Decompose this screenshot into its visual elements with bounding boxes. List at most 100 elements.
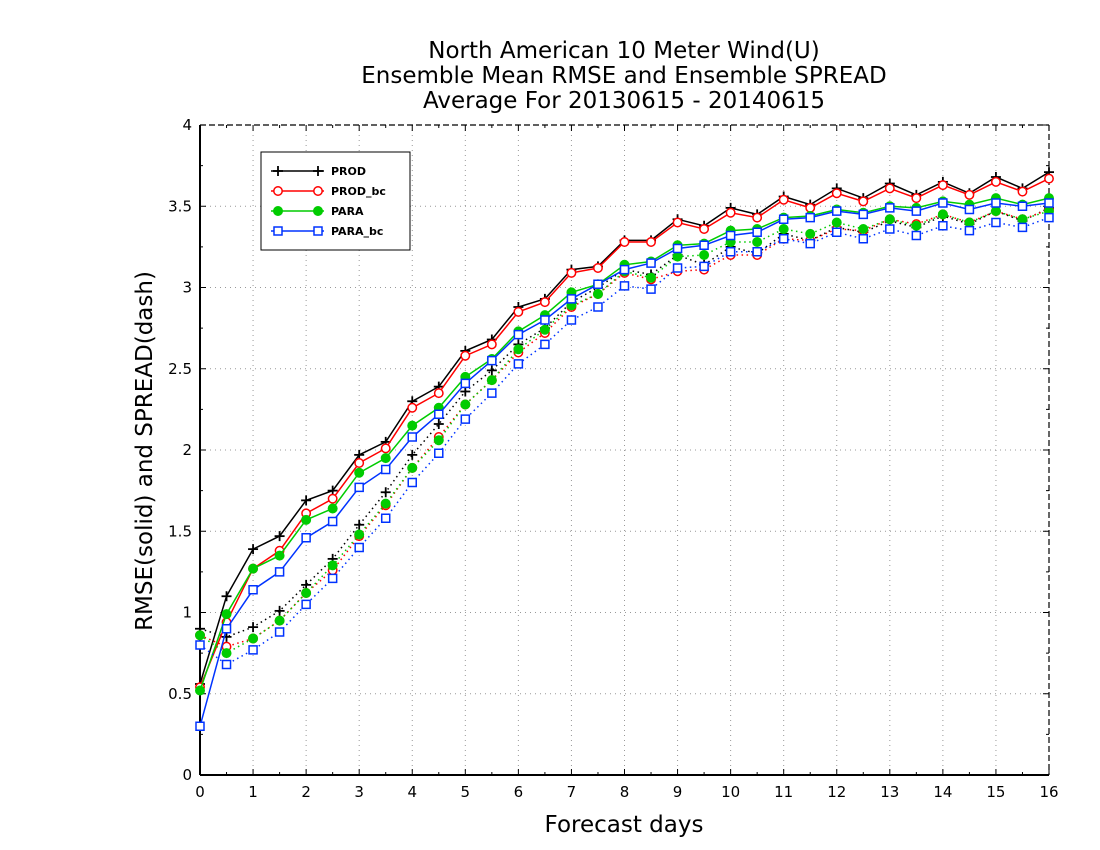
spread-point-prod [460,386,471,397]
spread-point-para-bc [672,263,683,273]
rmse-point-prod-bc [539,297,550,308]
rmse-point-para-bc [487,355,497,366]
x-tick-label: 12 [827,783,846,801]
x-tick-label: 8 [620,783,630,801]
spread-point-para [805,228,816,239]
legend-item-para-bc: PARA_bc [271,225,383,238]
rmse-point-para [221,609,232,620]
series-para-bc [195,198,1054,731]
spread-point-para-bc [380,513,391,523]
x-tick-label: 6 [514,783,524,801]
rmse-point-para-bc [619,264,630,275]
rmse-point-para-bc [380,464,391,475]
rmse-point-para-bc [274,567,285,577]
spread-point-para [911,220,922,231]
spread-line-prod-bc [199,208,1050,648]
rmse-point-para-bc [911,206,922,216]
rmse-point-para-bc [593,279,603,289]
y-tick-label: 3 [182,279,192,297]
rmse-point-para-bc [566,294,577,304]
spread-point-para-bc [274,627,285,637]
rmse-point-para-bc [195,721,205,731]
x-tick-label: 0 [195,783,205,801]
rmse-point-prod-bc [486,339,497,350]
spread-point-para [592,289,603,299]
rmse-point-prod-bc [964,189,975,200]
x-tick-label: 16 [1039,783,1058,801]
spread-point-para-bc [1044,212,1054,223]
spread-point-para-bc [540,339,550,350]
rmse-point-prod [301,495,312,506]
y-tick-label: 0 [182,766,192,784]
y-tick-label: 3.5 [168,197,192,215]
legend-marker-left-prod [273,166,283,176]
legend-marker-left-prod-bc [273,186,283,196]
title-line-1: North American 10 Meter Wind(U) [428,38,820,64]
legend-item-prod-bc: PROD_bc [271,185,386,198]
rmse-point-prod-bc [460,350,471,361]
spread-point-para [699,250,710,260]
rmse-point-para [380,453,391,464]
spread-point-para-bc [619,281,630,291]
spread-point-prod [221,631,232,642]
spread-point-para-bc [301,599,311,610]
rmse-point-prod-bc [513,306,524,317]
spread-point-para [778,224,789,234]
x-tick-label: 1 [248,783,258,801]
spread-point-para-bc [699,261,709,272]
spread-point-para-bc [938,221,948,231]
spread-point-para [274,615,285,626]
spread-point-para-bc [327,573,338,584]
rmse-point-prod-bc [778,194,789,205]
rmse-point-para-bc [699,240,709,250]
axes: 0 1 2 3 4 5 6 7 8 9 10 11 12 13 14 15 1600.511.522.533.5… [168,116,1058,801]
spread-point-para-bc [1017,222,1028,233]
rmse-point-para [327,503,338,514]
spread-point-para [964,217,975,228]
spread-point-para-bc [725,247,736,257]
spread-point-prod [274,605,285,616]
legend-label-para-bc: PARA_bc [331,225,383,238]
spread-point-para [858,224,869,234]
rmse-point-para-bc [221,624,232,634]
rmse-point-prod-bc [646,237,656,247]
legend-box [260,151,411,251]
rmse-point-prod-bc [699,224,710,234]
spread-point-para-bc [354,542,364,553]
spread-point-prod [486,365,497,376]
rmse-point-para [195,685,205,696]
rmse-point-para-bc [460,378,471,389]
spread-point-para-bc [195,640,205,650]
spread-point-para-bc [885,224,895,234]
x-tick-label: 14 [933,783,952,801]
rmse-point-prod [221,591,232,602]
rmse-point-prod-bc [752,212,763,223]
legend-label-para: PARA [331,205,364,218]
rmse-point-para [407,420,418,431]
rmse-point-prod-bc [672,217,683,228]
legend-item-prod: PROD [271,165,366,178]
rmse-point-para [274,550,285,561]
spread-point-para [1017,214,1028,225]
rmse-point-para [301,514,312,525]
rmse-point-para-bc [301,533,311,543]
y-tick-label: 4 [182,116,192,134]
rmse-point-prod [274,531,285,542]
rmse-point-para-bc [248,585,258,595]
spread-point-para-bc [434,448,444,458]
spread-line-para-bc [199,216,1050,666]
rmse-point-prod-bc [433,388,444,399]
rmse-point-prod-bc [805,202,816,213]
rmse-point-para-bc [938,198,948,208]
legend-marker-right-prod [313,166,323,176]
legend-item-para: PARA [271,205,364,218]
spread-point-para-bc [487,388,497,398]
rmse-point-prod-bc [990,176,1001,187]
spread-point-para [990,206,1001,217]
x-tick-label: 7 [567,783,577,801]
spread-point-para-bc [221,659,232,670]
rmse-point-prod-bc [911,193,922,204]
x-tick-label: 13 [880,783,899,801]
spread-line-prod [199,207,1050,638]
